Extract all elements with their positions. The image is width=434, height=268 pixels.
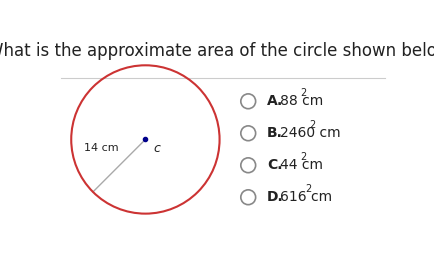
Text: 14 cm: 14 cm — [83, 143, 118, 153]
Text: 88 cm: 88 cm — [279, 94, 322, 108]
Text: 2: 2 — [304, 184, 310, 194]
Text: 44 cm: 44 cm — [279, 158, 322, 172]
Text: B.: B. — [266, 126, 282, 140]
Text: 2: 2 — [309, 120, 315, 130]
Text: 2460 cm: 2460 cm — [279, 126, 339, 140]
Text: 2: 2 — [300, 88, 306, 98]
Text: 2: 2 — [300, 152, 306, 162]
Text: A.: A. — [266, 94, 283, 108]
Text: What is the approximate area of the circle shown below?: What is the approximate area of the circ… — [0, 43, 434, 61]
Text: c: c — [154, 142, 160, 155]
Text: 616 cm: 616 cm — [279, 190, 331, 204]
Text: D.: D. — [266, 190, 283, 204]
Text: C.: C. — [266, 158, 282, 172]
